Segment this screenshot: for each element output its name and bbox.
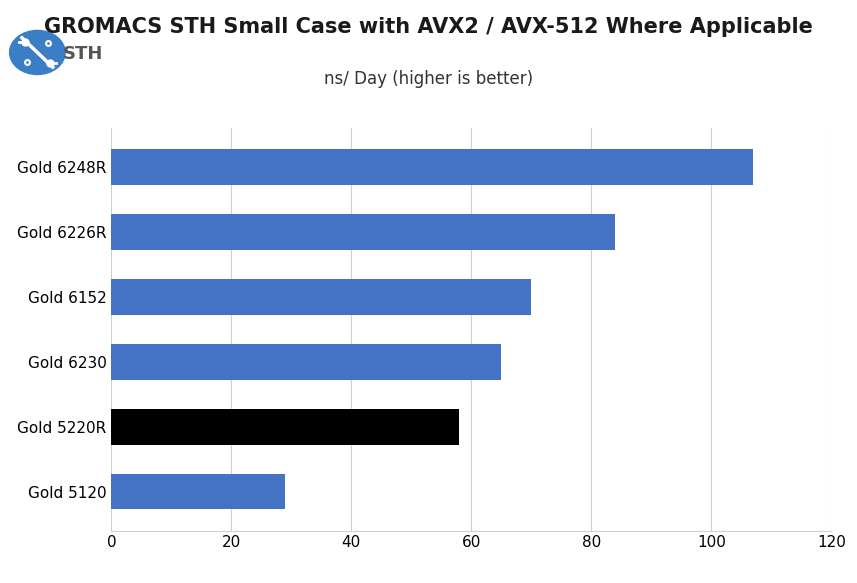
Bar — [111, 474, 285, 510]
Text: STH: STH — [63, 45, 103, 63]
Bar — [111, 149, 753, 185]
Text: GROMACS STH Small Case with AVX2 / AVX-512 Where Applicable: GROMACS STH Small Case with AVX2 / AVX-5… — [44, 17, 813, 37]
Text: ns/ Day (higher is better): ns/ Day (higher is better) — [324, 70, 533, 88]
Bar — [111, 214, 615, 250]
Bar — [111, 344, 501, 380]
Circle shape — [9, 30, 65, 75]
Bar — [111, 279, 531, 315]
Bar — [111, 409, 459, 445]
